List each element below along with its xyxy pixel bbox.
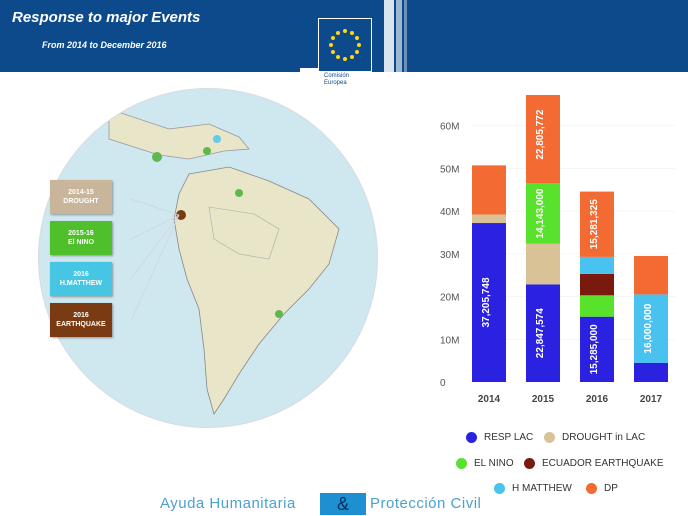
x-tick-label: 2014	[478, 394, 501, 405]
connector-line	[130, 214, 180, 322]
bar-segment	[526, 95, 560, 184]
map-legend-year: 2016	[73, 271, 89, 278]
map-circle	[38, 88, 378, 428]
map-legend-year: 2015-16	[68, 230, 94, 237]
legend-item-ecuador-earthquake: ECUADOR EARTHQUAKE	[524, 458, 664, 469]
y-tick-label: 60M	[440, 122, 459, 133]
x-tick-label: 2016	[586, 394, 609, 405]
map-legend-event: DROUGHT	[63, 198, 99, 205]
data-label: 22,847,574	[535, 308, 546, 358]
data-label: 15,281,325	[589, 199, 600, 249]
x-tick-label: 2015	[532, 394, 555, 405]
bar-segment	[634, 362, 668, 382]
bar-segment	[580, 273, 614, 296]
bar-segment	[472, 165, 506, 215]
logo-background	[300, 68, 368, 94]
connector-line	[130, 214, 180, 240]
central-america-shape	[108, 108, 250, 160]
footer-ampersand: &	[320, 493, 366, 515]
event-marker	[152, 152, 162, 162]
bar-segment	[580, 295, 614, 317]
legend-item-drought: DROUGHT in LAC	[544, 432, 645, 443]
event-marker	[176, 210, 186, 220]
chart-legend: RESP LAC DROUGHT in LAC EL NINO ECUADOR …	[456, 428, 686, 498]
event-marker	[213, 135, 221, 143]
map-legend-year: 2014-15	[68, 189, 94, 196]
legend-label: ECUADOR EARTHQUAKE	[542, 458, 664, 469]
x-tick-label: 2017	[640, 394, 663, 405]
y-tick-label: 0	[440, 378, 446, 389]
legend-swatch	[524, 458, 535, 469]
logo-text: Comisión Europea	[324, 73, 349, 87]
map-legend-h-matthew: 2016 H.MATTHEW	[50, 262, 112, 296]
bar-segment	[634, 294, 668, 363]
header-stripe	[384, 0, 394, 72]
event-marker	[203, 147, 211, 155]
legend-label: EL NINO	[474, 458, 514, 469]
page-subtitle: From 2014 to December 2016	[42, 40, 167, 50]
legend-swatch	[456, 458, 467, 469]
footer-right-text: Protección Civil	[370, 495, 482, 512]
y-tick-label: 30M	[440, 250, 459, 261]
y-tick-label: 20M	[440, 293, 459, 304]
page-title: Response to major Events	[12, 9, 201, 26]
bar-segment	[580, 316, 614, 382]
legend-label: DP	[604, 483, 618, 494]
header-stripe	[404, 0, 407, 72]
connector-line	[130, 214, 180, 280]
stacked-bar-chart: 0 10M 20M 30M 40M 50M 60M 2014 37,205,748 2015 22,…	[440, 95, 675, 405]
data-label: 15,285,000	[589, 324, 600, 374]
eu-flag-logo	[318, 18, 372, 72]
event-marker	[235, 189, 243, 197]
bar-segment	[526, 284, 560, 382]
connector-line	[130, 198, 180, 216]
map-legend-drought: 2014-15 DROUGHT	[50, 180, 112, 214]
data-label: 16,000,000	[643, 303, 654, 353]
legend-swatch	[586, 483, 597, 494]
y-tick-label: 40M	[440, 207, 459, 218]
data-label: 37,205,748	[481, 277, 492, 327]
legend-label: DROUGHT in LAC	[562, 432, 646, 443]
data-label: 14,143,000	[535, 188, 546, 238]
legend-swatch	[544, 432, 555, 443]
header-stripe	[396, 0, 402, 72]
legend-item-resp-lac: RESP LAC	[466, 432, 533, 443]
map-legend-event: El NINO	[67, 239, 95, 246]
bar-segment	[472, 214, 506, 224]
logo-line-1: Comisión	[324, 73, 350, 79]
y-tick-label: 50M	[440, 164, 459, 175]
bar-segment	[580, 256, 614, 274]
legend-swatch	[466, 432, 477, 443]
logo-line-2: Europea	[324, 80, 347, 86]
south-america-map	[108, 108, 340, 415]
bar-segment	[472, 223, 506, 382]
legend-item-h-matthew: H MATTHEW	[494, 483, 572, 494]
legend-swatch	[494, 483, 505, 494]
legend-item-dp: DP	[586, 483, 618, 494]
south-america-shape	[173, 166, 340, 415]
map-legend-earthquake: 2016 EARTHQUAKE	[50, 303, 112, 337]
bar-segment	[580, 191, 614, 257]
eu-stars-icon	[329, 29, 361, 61]
footer: Ayuda Humanitaria & Protección Civil	[160, 493, 620, 515]
footer-left-text: Ayuda Humanitaria	[160, 495, 296, 512]
data-label: 22,805,772	[535, 109, 546, 159]
map-legend-year: 2016	[73, 312, 89, 319]
map-legend-event: EARTHQUAKE	[56, 321, 106, 328]
legend-item-el-nino: EL NINO	[456, 458, 514, 469]
legend-label: RESP LAC	[484, 432, 534, 443]
legend-label: H MATTHEW	[512, 483, 572, 494]
y-tick-label: 10M	[440, 335, 459, 346]
bar-segment	[526, 243, 560, 285]
map-legend-event: H.MATTHEW	[59, 280, 103, 287]
bar-segment	[526, 183, 560, 244]
event-marker	[275, 310, 283, 318]
map-legend-el-nino: 2015-16 El NINO	[50, 221, 112, 255]
country-borders	[208, 206, 280, 260]
bar-segment	[634, 255, 668, 295]
